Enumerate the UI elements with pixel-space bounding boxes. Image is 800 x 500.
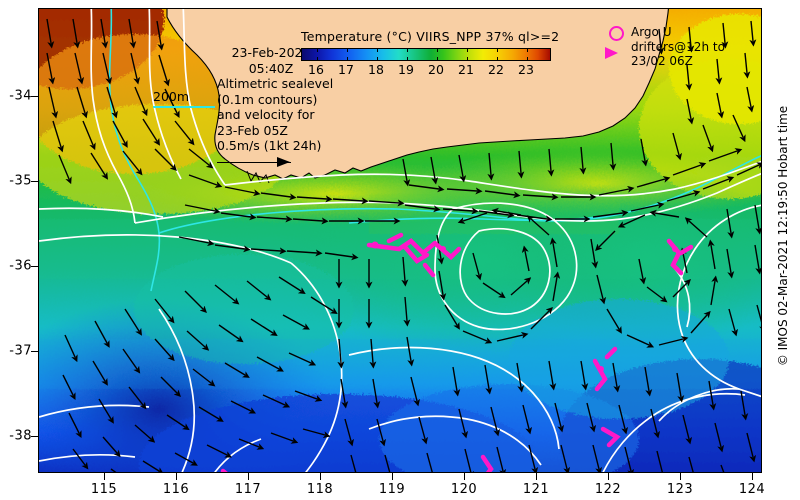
x-tick-label-121: 121 xyxy=(522,482,550,497)
annotation-line-5: 0.5m/s (1kt 24h) xyxy=(217,138,322,153)
annotation-line-3: and velocity for xyxy=(217,107,315,122)
colorbar-tick-18: 18 xyxy=(368,62,384,77)
x-tick-label-123: 123 xyxy=(666,482,694,497)
colorbar-tick-19: 19 xyxy=(398,62,414,77)
annotation-line-1: Altimetric sealevel xyxy=(217,76,334,91)
annotation-line-4: 23-Feb 05Z xyxy=(217,122,288,138)
x-tick-label-120: 120 xyxy=(450,482,478,497)
annotation-line-2: (0.1m contours) xyxy=(217,91,318,107)
y-tick-label-37: -37 xyxy=(9,343,32,359)
argo-drifter-layer xyxy=(220,232,694,472)
sealevel-contour-layer xyxy=(39,9,761,472)
colorbar-tick-16: 16 xyxy=(308,62,324,77)
colorbar-tick-23: 23 xyxy=(518,62,534,77)
colorbar-tick-17: 17 xyxy=(338,62,354,77)
colorbar-tick-labels: 16 17 18 19 20 21 22 23 xyxy=(301,62,551,78)
y-tick-label-35: -35 xyxy=(9,173,32,189)
isobath-legend: 200m xyxy=(153,89,215,108)
x-tick-label-119: 119 xyxy=(378,482,406,497)
x-tick-label-118: 118 xyxy=(306,482,334,497)
argo-legend-line-1: Argo U xyxy=(631,25,672,39)
colorbar-gradient xyxy=(301,48,551,61)
argo-circle-icon xyxy=(609,26,624,41)
y-tick-label-38: -38 xyxy=(9,428,32,444)
argo-legend-line-2: drifters@12h to xyxy=(631,39,725,54)
colorbar-tickmarks xyxy=(302,48,550,61)
y-tick-label-36: -36 xyxy=(9,258,32,274)
argo-chevron-icon xyxy=(605,47,618,59)
x-tick-label-116: 116 xyxy=(162,482,190,497)
annotation-time: 05:40Z xyxy=(248,60,294,76)
x-tick-label-117: 117 xyxy=(234,482,262,497)
velocity-vector-layer xyxy=(46,18,761,472)
isobath-legend-label: 200m xyxy=(153,89,190,104)
y-tick-label-34: -34 xyxy=(9,88,32,104)
map-annotation-block: 23-Feb-2021 05:40Z Altimetric sealevel (… xyxy=(217,45,333,167)
credit-text: © IMOS 02-Mar-2021 12:19:50 Hobart time xyxy=(776,105,790,367)
isobath-legend-line xyxy=(153,106,215,108)
colorbar-tick-22: 22 xyxy=(488,62,504,77)
x-tick-label-124: 124 xyxy=(738,482,766,497)
x-tick-label-115: 115 xyxy=(90,482,118,497)
colorbar-tick-20: 20 xyxy=(428,62,444,77)
colorbar: Temperature (°C) VIIRS_NPP 37% ql>=2 16 … xyxy=(301,29,560,78)
annotation-date: 23-Feb-2021 xyxy=(231,45,311,60)
colorbar-title: Temperature (°C) VIIRS_NPP 37% ql>=2 xyxy=(301,29,560,44)
map-plot-area[interactable]: 200m 23-Feb-2021 05:40Z Altimetric seale… xyxy=(38,8,762,473)
colorbar-tick-21: 21 xyxy=(458,62,474,77)
x-tick-label-122: 122 xyxy=(594,482,622,497)
argo-legend: Argo U drifters@12h to 23/02 06Z xyxy=(605,25,725,69)
argo-legend-line-3: 23/02 06Z xyxy=(631,54,693,68)
velocity-scale-arrow-icon xyxy=(217,156,299,167)
